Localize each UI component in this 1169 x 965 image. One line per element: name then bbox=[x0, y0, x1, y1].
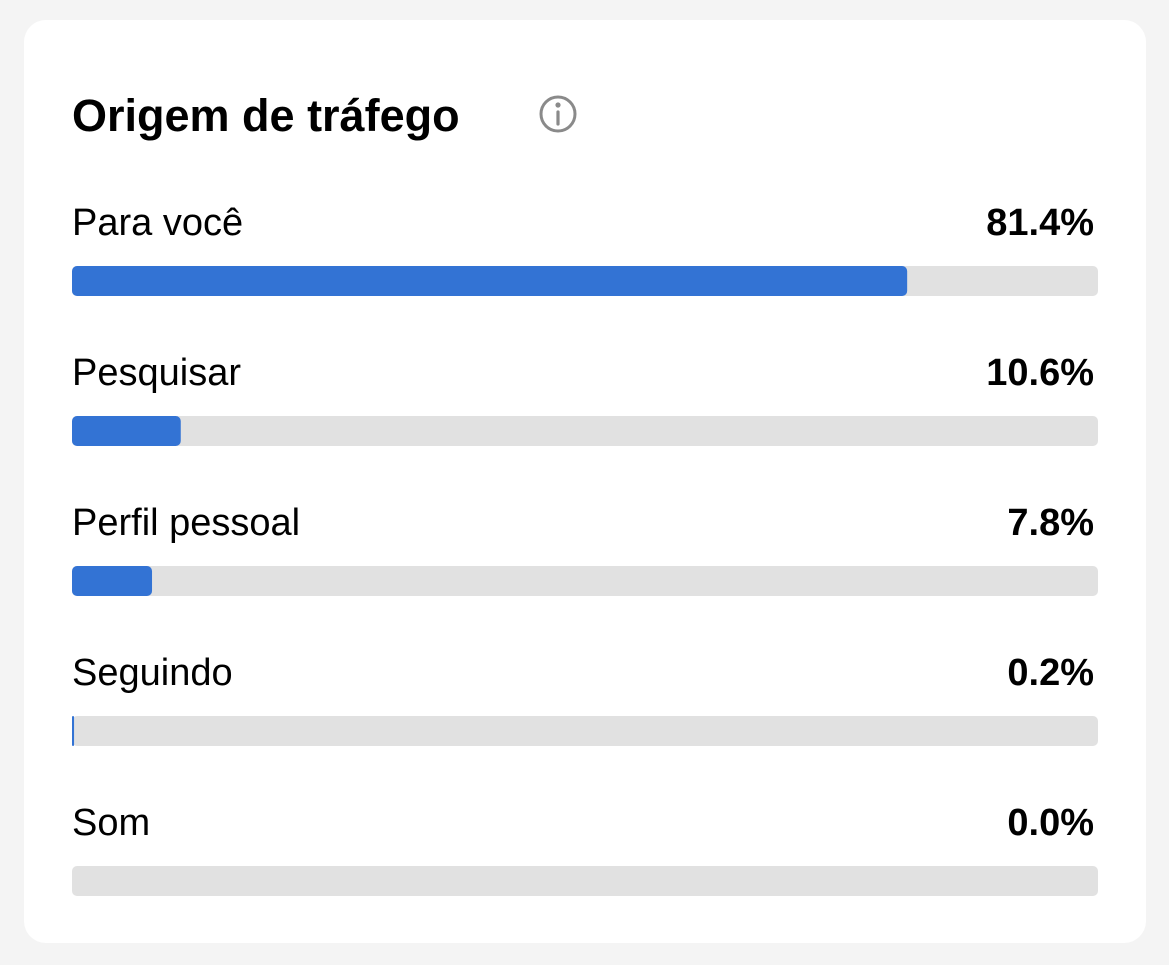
card-title: Origem de tráfego bbox=[72, 90, 460, 141]
info-icon[interactable] bbox=[539, 95, 577, 133]
bar bbox=[72, 416, 181, 446]
row-label: Perfil pessoal bbox=[72, 502, 300, 544]
bar-track bbox=[72, 566, 1098, 596]
bar bbox=[72, 266, 908, 296]
bar bbox=[72, 716, 75, 746]
bar-track bbox=[72, 716, 1098, 746]
row-label: Pesquisar bbox=[72, 352, 241, 394]
card bbox=[24, 20, 1146, 943]
bar bbox=[72, 566, 153, 596]
value-label: 0.0% bbox=[1007, 802, 1094, 844]
row-label: Para você bbox=[72, 202, 243, 244]
value-label: 0.2% bbox=[1007, 652, 1094, 694]
row-label: Som bbox=[72, 802, 150, 844]
value-label: 7.8% bbox=[1007, 502, 1094, 544]
value-label: 81.4% bbox=[986, 202, 1094, 244]
row-label: Seguindo bbox=[72, 652, 233, 694]
value-label: 10.6% bbox=[986, 352, 1094, 394]
bar-track bbox=[72, 416, 1098, 446]
bar-track bbox=[72, 866, 1098, 896]
